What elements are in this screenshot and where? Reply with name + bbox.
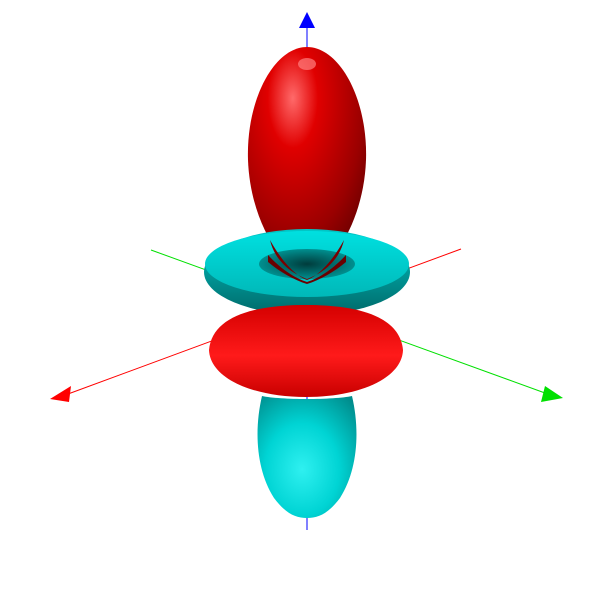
x-axis-arrow-icon [50,386,71,402]
red-torus-disc [209,305,403,397]
z-axis-arrow-icon [299,12,315,28]
upper-red-lobe [247,47,367,280]
y-axis-arrow-icon [541,386,563,402]
lower-cyan-lobe [257,396,357,518]
upper-lobe-highlight [298,58,316,70]
upper-lobe-neck [268,255,346,284]
